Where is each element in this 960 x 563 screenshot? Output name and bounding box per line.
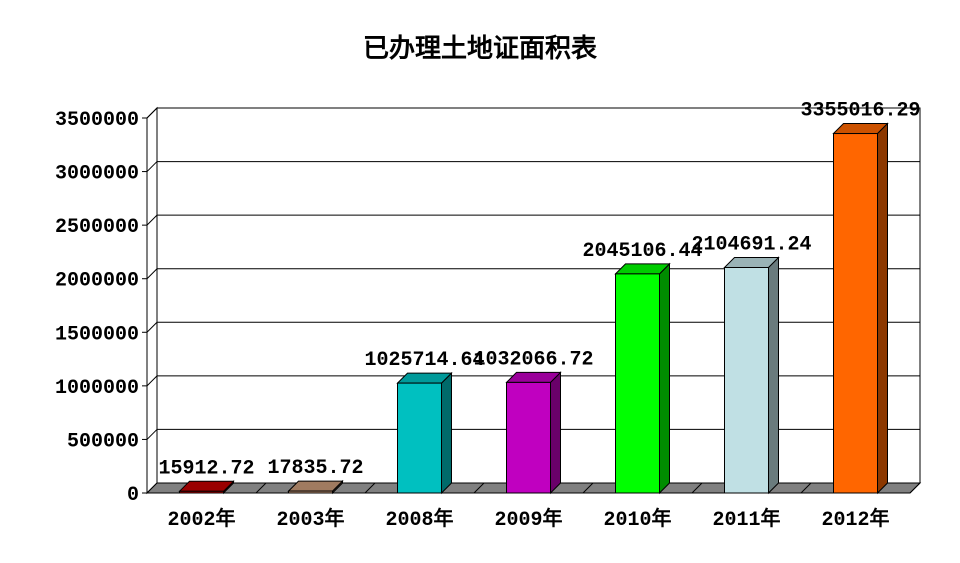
floor-divider — [909, 482, 921, 494]
bar-side — [768, 256, 779, 495]
bar — [615, 273, 660, 494]
bar-side — [659, 262, 670, 495]
bar-2002年 — [178, 480, 235, 495]
bar — [179, 490, 224, 494]
x-tick-label: 2009年 — [494, 506, 562, 532]
gridline-side — [146, 321, 158, 333]
gridline-side — [146, 214, 158, 226]
bar — [506, 381, 551, 494]
data-label: 2045106.44 — [582, 240, 702, 263]
floor-divider — [364, 482, 376, 494]
floor-divider — [473, 482, 485, 494]
x-tick-label: 2010年 — [603, 506, 671, 532]
bar — [724, 266, 769, 494]
gridline-side — [146, 107, 158, 119]
floor-divider — [800, 482, 812, 494]
bar — [288, 490, 333, 494]
floor-divider — [582, 482, 594, 494]
data-label: 17835.72 — [267, 457, 363, 480]
y-tick-label: 3500000 — [55, 109, 139, 132]
gridline-side — [146, 429, 158, 440]
bar-2009年 — [505, 371, 562, 495]
data-label: 15912.72 — [158, 457, 254, 480]
bar-top — [614, 263, 671, 275]
bar-2010年 — [614, 262, 671, 495]
y-tick-label: 2000000 — [55, 270, 139, 293]
chart-title: 已办理土地证面积表 — [362, 34, 597, 64]
floor-divider — [255, 482, 267, 494]
y-tick-label: 500000 — [67, 430, 139, 453]
bar-2003年 — [287, 479, 344, 495]
x-tick-label: 2011年 — [712, 506, 780, 532]
bar-top — [287, 480, 344, 492]
y-tick-label: 2500000 — [55, 216, 139, 239]
gridline-side — [146, 268, 158, 280]
x-tick-label: 2002年 — [167, 506, 235, 532]
x-tick-label: 2003年 — [276, 506, 344, 532]
side-wall — [146, 106, 158, 495]
bar — [397, 382, 442, 494]
data-label: 1032066.72 — [473, 348, 593, 371]
floor-divider — [691, 482, 703, 494]
bar-2012年 — [832, 122, 889, 495]
y-tick-label: 3000000 — [55, 163, 139, 186]
y-tick-label: 1500000 — [55, 323, 139, 346]
gridline-side — [146, 161, 158, 172]
bar — [833, 133, 878, 494]
bar-top — [505, 371, 562, 383]
bar-top — [723, 256, 780, 268]
data-label: 3355016.29 — [800, 100, 920, 123]
y-tick-label: 1000000 — [55, 377, 139, 400]
bar-2011年 — [723, 256, 780, 495]
bar-2008年 — [396, 371, 453, 495]
x-tick-label: 2012年 — [821, 506, 889, 532]
bar-top — [832, 123, 889, 135]
bar-side — [877, 122, 888, 495]
bar-top — [396, 372, 453, 384]
bar-side — [441, 371, 452, 495]
y-tick-label: 0 — [127, 484, 139, 507]
bar-top — [178, 480, 235, 492]
data-label: 2104691.24 — [691, 233, 811, 256]
bar-side — [550, 371, 561, 495]
x-tick-label: 2008年 — [385, 506, 453, 532]
gridline-side — [146, 375, 158, 387]
data-label: 1025714.64 — [364, 349, 484, 372]
